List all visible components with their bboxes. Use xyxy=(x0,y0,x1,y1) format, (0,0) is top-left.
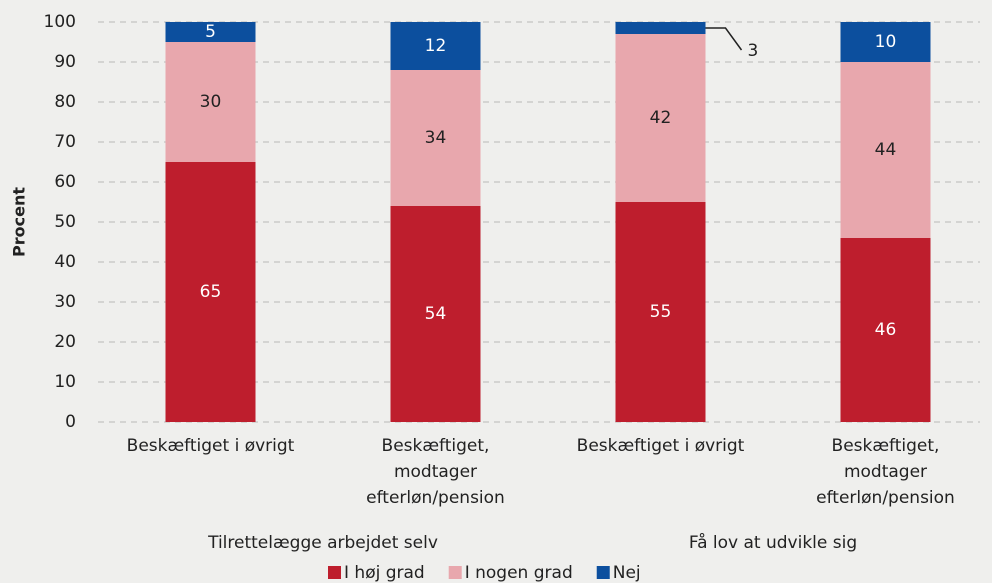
data-label: 34 xyxy=(425,128,447,148)
bar-segment xyxy=(615,34,706,202)
y-tick-label: 10 xyxy=(54,372,76,392)
bar-segment xyxy=(390,70,481,206)
y-tick-label: 60 xyxy=(54,172,76,192)
data-label: 46 xyxy=(875,320,897,340)
legend-swatch xyxy=(328,566,341,579)
data-label: 54 xyxy=(425,304,447,324)
data-label: 65 xyxy=(200,282,222,302)
data-label: 30 xyxy=(200,92,222,112)
x-tick-label: efterløn/pension xyxy=(366,488,505,508)
data-label: 55 xyxy=(650,302,672,322)
x-tick-label: modtager xyxy=(844,462,927,482)
bar-segment xyxy=(840,22,931,62)
legend-label: I høj grad xyxy=(344,563,425,583)
bar-segment xyxy=(165,42,256,162)
bar-segment xyxy=(840,62,931,238)
bar-segment xyxy=(615,22,706,34)
x-tick-label: Beskæftiget, xyxy=(382,436,490,456)
group-label: Få lov at udvikle sig xyxy=(689,532,857,553)
y-tick-label: 50 xyxy=(54,212,76,232)
data-label: 10 xyxy=(875,32,897,52)
data-label: 42 xyxy=(650,108,672,128)
y-tick-label: 80 xyxy=(54,92,76,112)
y-axis-title: Procent xyxy=(10,187,29,257)
y-tick-label: 90 xyxy=(54,52,76,72)
y-tick-label: 20 xyxy=(54,332,76,352)
y-tick-label: 30 xyxy=(54,292,76,312)
legend-label: I nogen grad xyxy=(465,563,573,583)
bar-segment xyxy=(390,22,481,70)
bar-segment xyxy=(165,162,256,422)
legend-label: Nej xyxy=(613,563,641,583)
y-tick-label: 0 xyxy=(65,412,76,432)
bar-segment xyxy=(615,202,706,422)
bar-segment xyxy=(840,238,931,422)
bar-segment xyxy=(390,206,481,422)
x-tick-label: Beskæftiget i øvrigt xyxy=(127,436,295,456)
legend-swatch xyxy=(596,566,610,579)
x-tick-label: modtager xyxy=(394,462,477,482)
data-label: 12 xyxy=(425,36,447,56)
leader-line xyxy=(705,27,743,51)
group-label: Tilrettelægge arbejdet selv xyxy=(207,533,438,553)
data-label: 5 xyxy=(205,22,216,42)
bar-segment xyxy=(165,22,256,42)
y-tick-label: 40 xyxy=(54,252,76,272)
y-tick-label: 70 xyxy=(54,132,76,152)
x-tick-label: Beskæftiget i øvrigt xyxy=(577,436,745,456)
y-tick-label: 100 xyxy=(44,12,76,32)
data-label: 44 xyxy=(875,140,897,160)
x-tick-label: Beskæftiget, xyxy=(832,436,940,456)
legend-swatch xyxy=(448,566,462,579)
data-label: 3 xyxy=(748,41,759,61)
x-tick-label: efterløn/pension xyxy=(816,488,955,508)
